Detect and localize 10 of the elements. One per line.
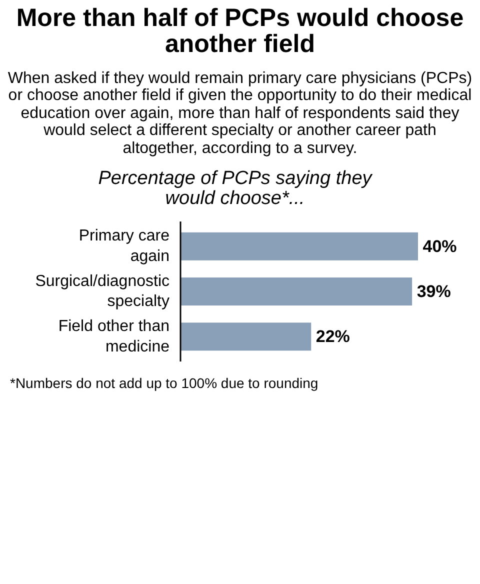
- data-label: 39%: [416, 282, 451, 302]
- y-tick-label: Primary care again: [78, 228, 170, 266]
- data-label: 22%: [316, 328, 350, 347]
- text: *Numbers do not add up to 100% due to rounding: [10, 374, 318, 394]
- y-tick-label: Field other than medicine: [58, 318, 170, 356]
- chart-title: More than half of PCPs would choose another field: [15, 4, 465, 58]
- data-label: 40%: [422, 237, 457, 256]
- y-tick-label: Surgical/diagnostic specialty: [35, 273, 170, 311]
- text: Percentage of PCPs saying they would choose*...: [97, 168, 374, 210]
- chart-subtitle: When asked if they would remain primary care physicians (PCPs) or choose another field if given the opportunity to do their medical education over again, more than half of respondents said they would select a different specialty or another career path altogether, according to a survey.: [6, 70, 474, 158]
